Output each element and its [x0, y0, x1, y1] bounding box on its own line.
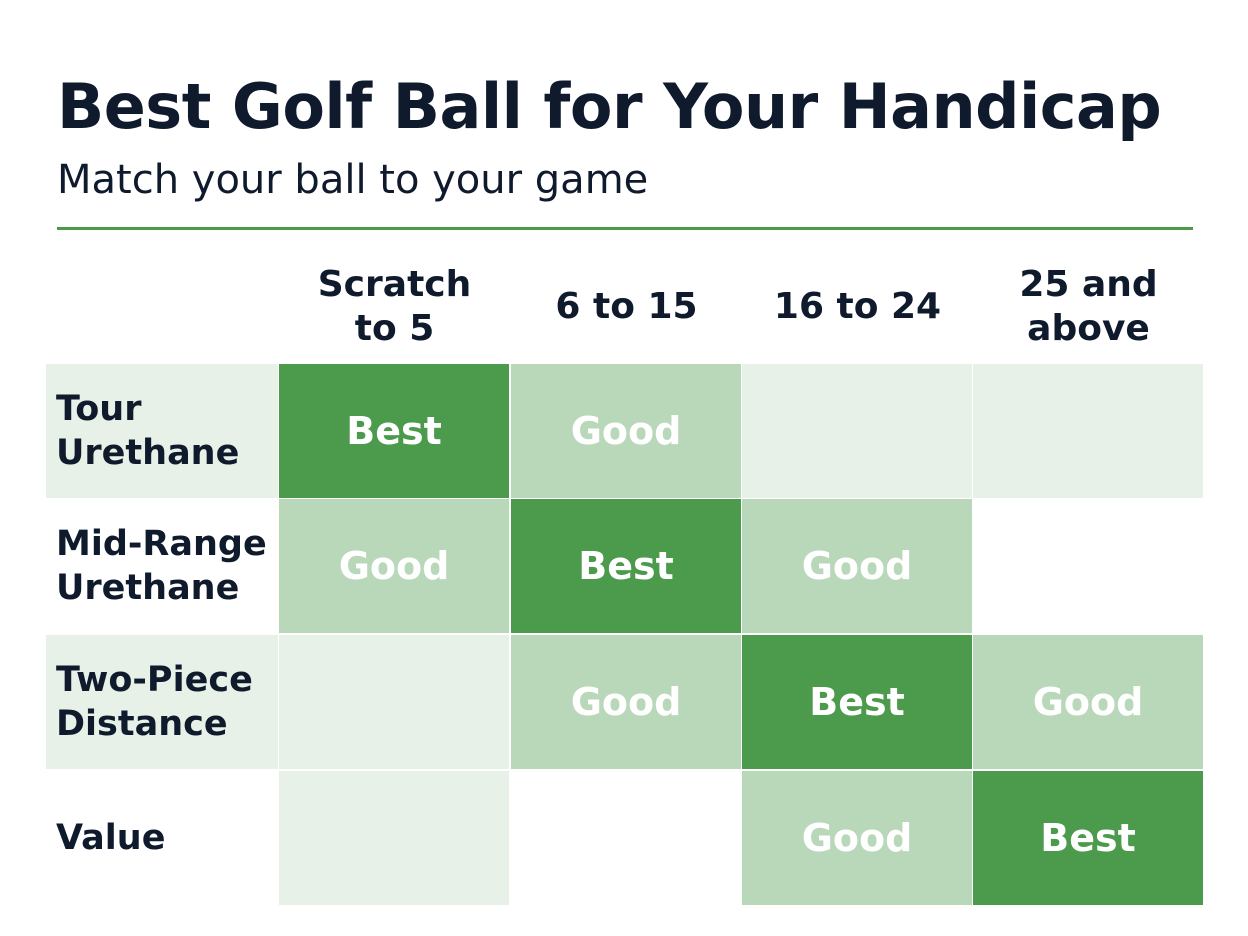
cell-rating: Good [570, 680, 682, 724]
row-label: Mid-Range Urethane [46, 499, 278, 633]
row-label-band [46, 771, 278, 905]
matrix-cell [973, 499, 1203, 633]
column-header-label: 16 to 24 [773, 286, 942, 327]
cell-rating: Best [809, 680, 905, 724]
matrix-cell [279, 771, 509, 905]
matrix-cell: Best [511, 499, 741, 633]
matrix-cell: Good [742, 499, 972, 633]
matrix-cell: Good [742, 771, 972, 905]
row-label: Tour Urethane [46, 364, 278, 498]
column-header-label: 6 to 15 [555, 286, 698, 327]
cell-rating: Best [346, 409, 442, 453]
column-header: 6 to 15 [511, 252, 742, 362]
row-label-band [46, 364, 278, 498]
chart-title: Best Golf Ball for Your Handicap [57, 70, 1162, 143]
matrix-cell [511, 771, 741, 905]
column-header: Scratch to 5 [279, 252, 510, 362]
matrix-cell [973, 364, 1203, 498]
column-header: 25 and above [973, 252, 1204, 362]
matrix-cell: Best [973, 771, 1203, 905]
cell-rating: Good [570, 409, 682, 453]
row-label: Value [46, 771, 278, 905]
matrix-cell: Best [279, 364, 509, 498]
row-label: Two-Piece Distance [46, 635, 278, 769]
row-label-band [46, 635, 278, 769]
row-label-text: Two-Piece Distance [56, 660, 253, 744]
matrix-cell [279, 635, 509, 769]
column-header-label: 25 and above [1019, 264, 1158, 349]
row-label-text: Mid-Range Urethane [56, 524, 267, 608]
cell-rating: Good [801, 816, 913, 860]
matrix-cell: Good [279, 499, 509, 633]
chart-subtitle: Match your ball to your game [57, 157, 649, 203]
row-label-text: Value [56, 818, 166, 858]
matrix-cell: Best [742, 635, 972, 769]
cell-rating: Good [338, 544, 450, 588]
matrix-cell [742, 364, 972, 498]
column-header: 16 to 24 [742, 252, 973, 362]
matrix-cell: Good [973, 635, 1203, 769]
column-header-label: Scratch to 5 [317, 264, 472, 349]
divider-rule [57, 227, 1193, 230]
row-label-band [46, 499, 278, 633]
matrix-cell: Good [511, 364, 741, 498]
cell-rating: Good [801, 544, 913, 588]
cell-rating: Best [578, 544, 674, 588]
cell-rating: Best [1040, 816, 1136, 860]
cell-rating: Good [1032, 680, 1144, 724]
row-label-text: Tour Urethane [56, 389, 240, 473]
matrix-cell: Good [511, 635, 741, 769]
